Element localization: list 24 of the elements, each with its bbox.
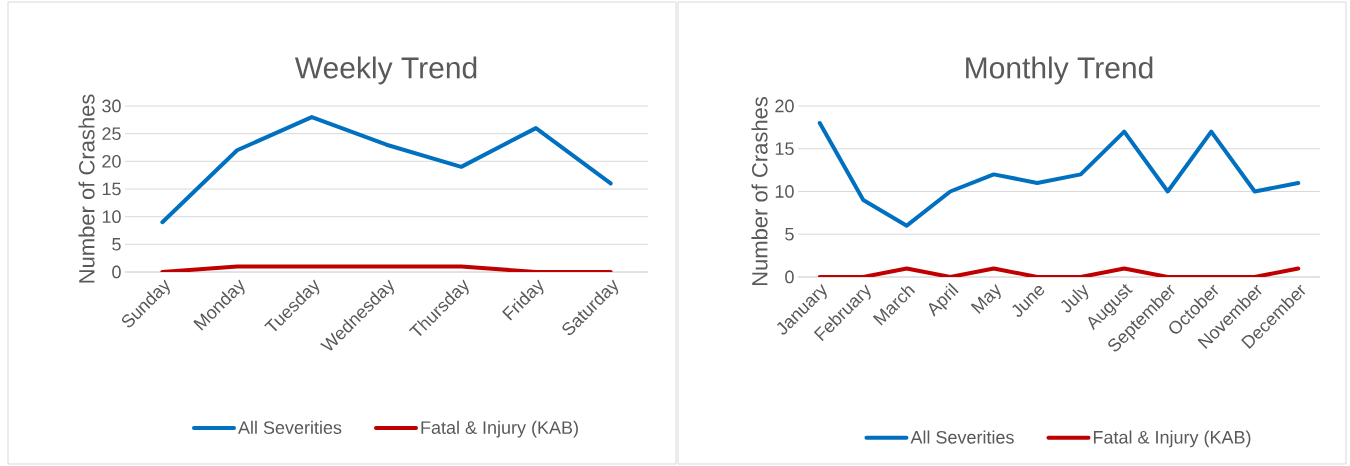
y-tick-label: 10 [775,185,794,198]
chart-title: Weekly Trend [294,56,477,85]
y-tick-label: 25 [102,127,121,141]
y-tick-label: 10 [102,210,121,224]
line-series [160,115,613,225]
y-axis-title: Number of Crashes [751,96,768,286]
line-series [817,121,1301,228]
y-tick-label: 15 [102,182,121,196]
x-tick-label: May [970,284,1001,314]
y-tick-label: 0 [785,270,794,284]
chart-title: Monthly Trend [966,56,1153,85]
legend-label: Fatal & Injury (KAB) [421,420,578,438]
y-tick-label: 20 [775,99,794,113]
y-tick-label: 0 [112,265,121,279]
legend-label: Fatal & Injury (KAB) [1093,430,1251,448]
y-axis-title: Number of Crashes [78,94,95,283]
x-tick-label: July [1061,284,1089,313]
y-tick-label: 30 [102,99,121,113]
y-tick-label: 5 [785,227,794,241]
y-tick-label: 5 [112,238,121,251]
y-tick-label: 15 [775,142,794,156]
legend-label: All Severities [238,420,342,434]
legend-label: All Severities [910,430,1014,444]
y-tick-label: 20 [102,154,121,168]
